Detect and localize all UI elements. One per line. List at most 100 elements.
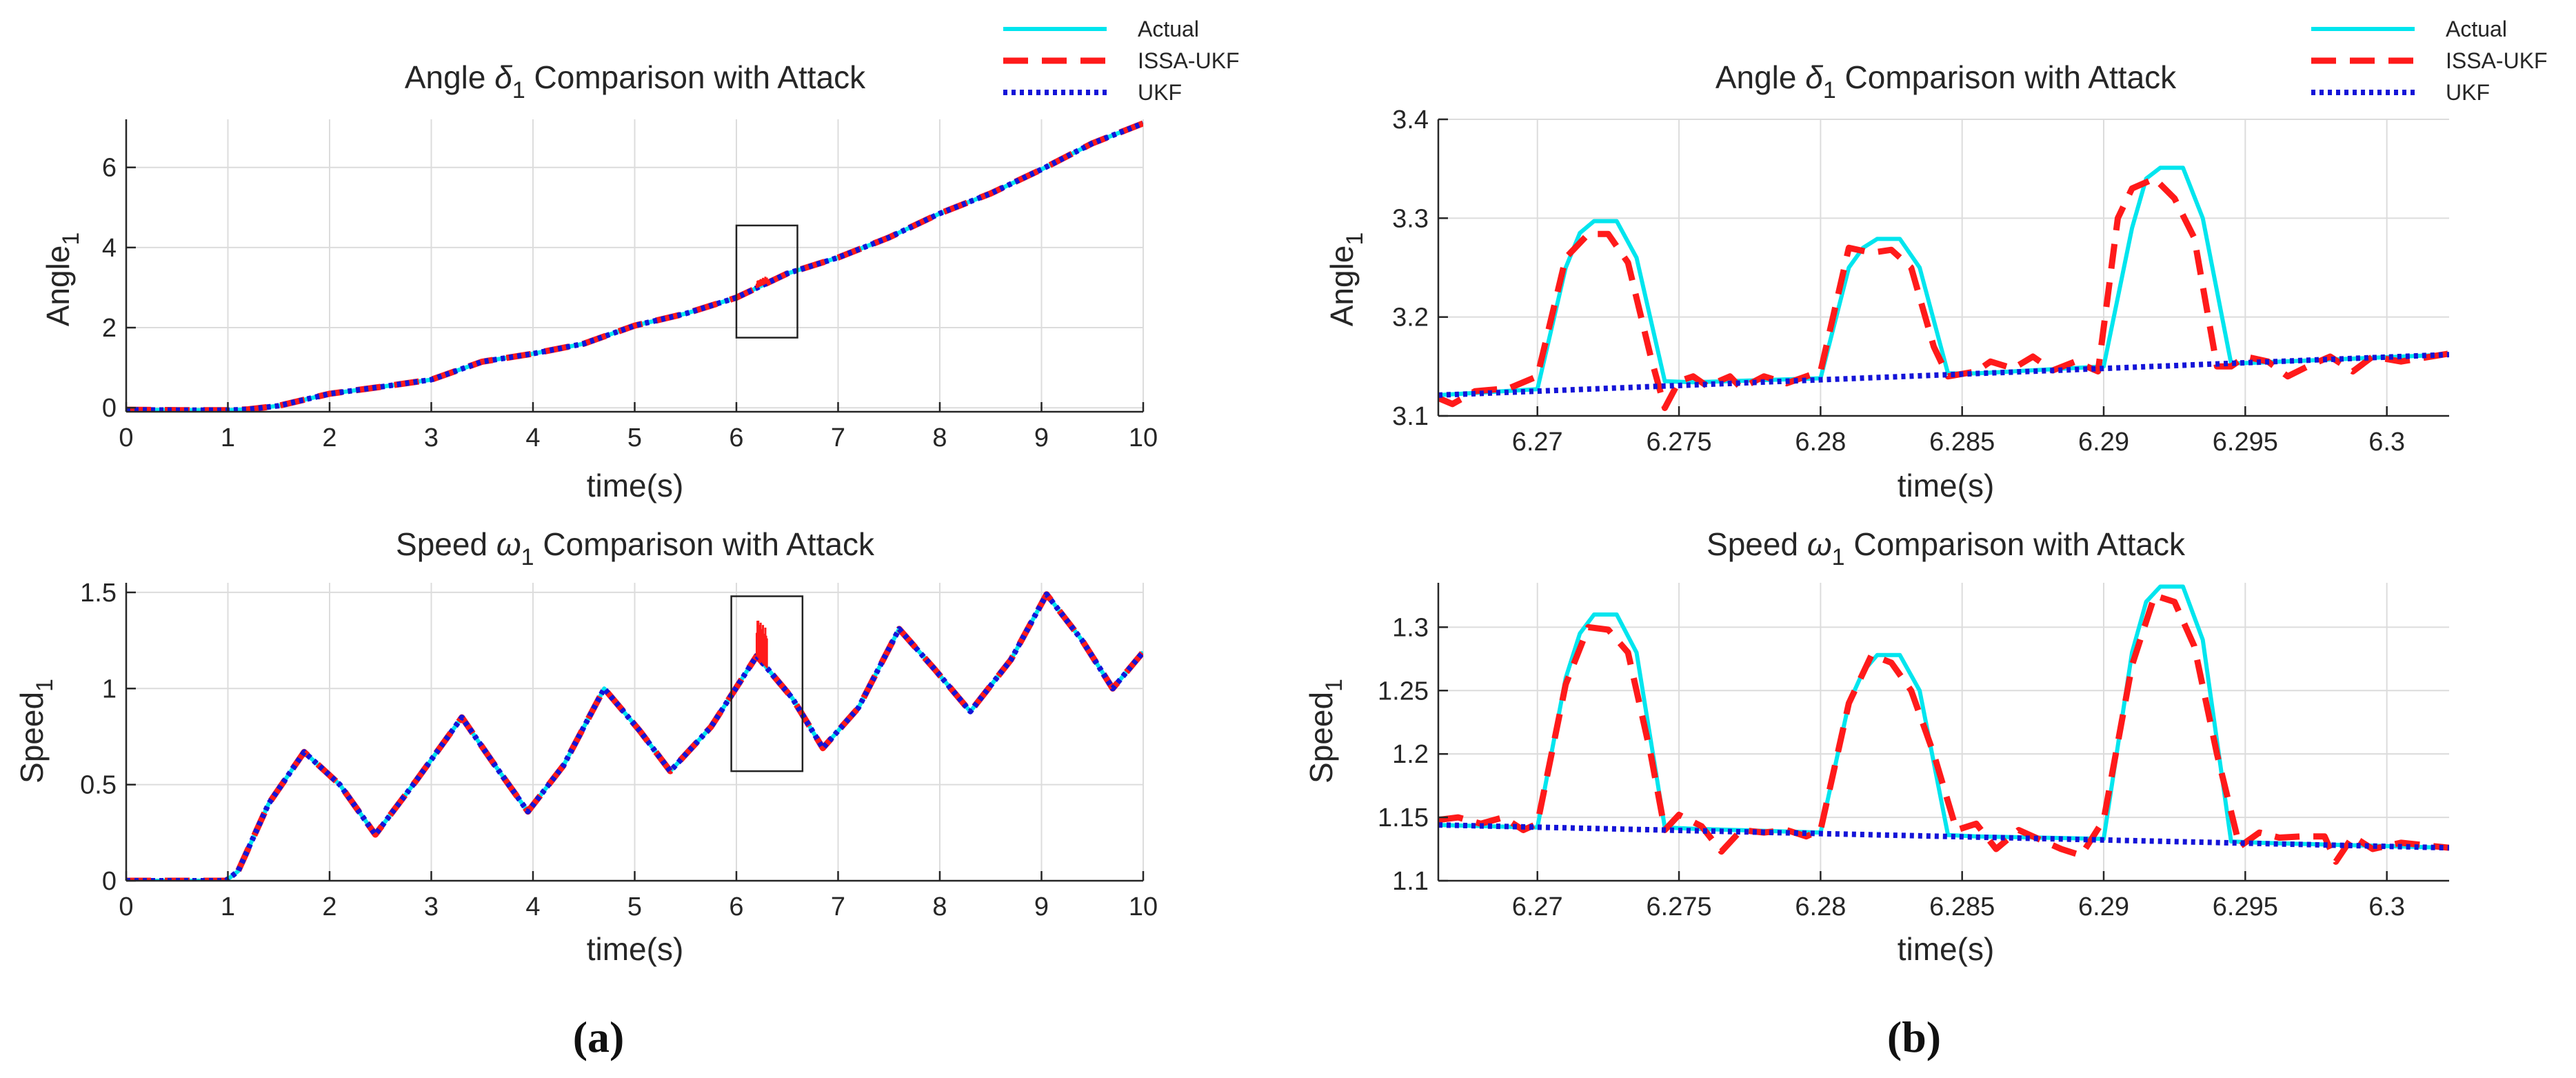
chart-title: Angle δ1 Comparison with Attack bbox=[405, 59, 866, 103]
y-tick-label: 2 bbox=[102, 314, 117, 343]
x-tick-label: 4 bbox=[525, 892, 540, 921]
x-tick-label: 6 bbox=[729, 892, 743, 921]
x-tick-label: 10 bbox=[1129, 423, 1158, 452]
title-post: Comparison with Attack bbox=[1845, 526, 2186, 562]
chart-title: Speed ω1 Comparison with Attack bbox=[1707, 526, 2186, 570]
x-tick-label: 6.28 bbox=[1795, 892, 1846, 921]
series-line-actual bbox=[1438, 166, 2449, 397]
caption-b: (b) bbox=[1887, 1012, 1941, 1061]
chart-a-angle: Angle δ1 Comparison with Attack Angle1 t… bbox=[40, 59, 1158, 503]
zoom-box bbox=[730, 595, 804, 772]
y-tick-label: 4 bbox=[102, 234, 117, 263]
x-tick-label: 2 bbox=[322, 892, 336, 921]
ylabel-text: Speed bbox=[14, 692, 50, 783]
x-tick-label: 10 bbox=[1129, 892, 1158, 921]
x-tick-label: 4 bbox=[525, 423, 540, 452]
x-axis-label: time(s) bbox=[587, 468, 684, 503]
x-tick-label: 6.285 bbox=[1929, 428, 1995, 457]
chart-a-speed: Speed ω1 Comparison with Attack Speed1 t… bbox=[14, 526, 1158, 967]
y-tick-label: 1.5 bbox=[80, 579, 117, 608]
y-tick-label: 1.15 bbox=[1378, 803, 1429, 832]
x-axis-label: time(s) bbox=[587, 931, 684, 967]
title-pre: Angle bbox=[405, 59, 494, 95]
x-tick-label: 8 bbox=[932, 423, 947, 452]
x-tick-label: 6.285 bbox=[1929, 892, 1995, 921]
title-symbol: ω bbox=[496, 526, 521, 562]
x-tick-label: 6.3 bbox=[2368, 892, 2405, 921]
legend-b: Actual ISSA-UKF UKF bbox=[2311, 17, 2548, 105]
x-tick-label: 1 bbox=[221, 423, 235, 452]
x-tick-label: 6.27 bbox=[1512, 892, 1563, 921]
series-line-issaukf bbox=[1438, 592, 2449, 865]
ylabel-text: Speed bbox=[1303, 692, 1339, 783]
title-post: Comparison with Attack bbox=[525, 59, 866, 95]
x-tick-label: 5 bbox=[627, 423, 642, 452]
title-pre: Angle bbox=[1715, 59, 1805, 95]
series-line-ukf bbox=[126, 121, 1143, 412]
legend-label: Actual bbox=[1138, 17, 1199, 41]
x-tick-label: 6.3 bbox=[2368, 428, 2405, 457]
title-subscript: 1 bbox=[512, 77, 525, 103]
y-tick-label: 1.3 bbox=[1392, 613, 1429, 642]
x-tick-label: 6.29 bbox=[2078, 428, 2129, 457]
plot-series-group bbox=[126, 120, 1143, 412]
ylabel-subscript: 1 bbox=[58, 232, 84, 246]
x-tick-label: 6.295 bbox=[2213, 892, 2278, 921]
title-post: Comparison with Attack bbox=[1836, 59, 2177, 95]
plot-series-group bbox=[1438, 584, 2449, 865]
x-tick-label: 6.275 bbox=[1647, 428, 1712, 457]
y-tick-label: 3.3 bbox=[1392, 204, 1429, 233]
series-line-actual bbox=[1438, 584, 2449, 850]
x-tick-label: 3 bbox=[424, 423, 439, 452]
chart-title: Angle δ1 Comparison with Attack bbox=[1715, 59, 2177, 103]
title-symbol: δ bbox=[1805, 59, 1823, 95]
x-tick-label: 6.29 bbox=[2078, 892, 2129, 921]
y-axis-label: Speed1 bbox=[1303, 679, 1347, 783]
chart-b-speed: Speed ω1 Comparison with Attack Speed1 t… bbox=[1303, 526, 2449, 967]
series-line-issaukf bbox=[1438, 175, 2449, 411]
y-tick-label: 0.5 bbox=[80, 771, 117, 800]
ylabel-subscript: 1 bbox=[1342, 232, 1368, 246]
legend-label: UKF bbox=[1138, 80, 1182, 105]
y-tick-label: 1 bbox=[102, 675, 117, 703]
chart-b-angle: Angle δ1 Comparison with Attack Angle1 t… bbox=[1324, 59, 2449, 503]
y-axis-label: Speed1 bbox=[14, 679, 58, 783]
y-tick-label: 1.25 bbox=[1378, 677, 1429, 706]
y-tick-label: 3.2 bbox=[1392, 303, 1429, 332]
y-tick-label: 3.4 bbox=[1392, 106, 1429, 134]
y-axis-label: Angle1 bbox=[1324, 232, 1368, 327]
x-tick-label: 0 bbox=[119, 892, 133, 921]
series-line-ukf bbox=[1438, 822, 2449, 851]
title-subscript: 1 bbox=[521, 544, 534, 570]
legend-label: Actual bbox=[2446, 17, 2507, 41]
x-tick-label: 7 bbox=[831, 423, 845, 452]
title-symbol: δ bbox=[494, 59, 512, 95]
ylabel-text: Angle bbox=[1324, 246, 1360, 327]
legend-a: Actual ISSA-UKF UKF bbox=[1003, 17, 1240, 105]
x-tick-label: 5 bbox=[627, 892, 642, 921]
title-pre: Speed bbox=[396, 526, 496, 562]
title-subscript: 1 bbox=[1823, 77, 1836, 103]
x-tick-label: 6.275 bbox=[1647, 892, 1712, 921]
legend-label: ISSA-UKF bbox=[1138, 48, 1240, 73]
x-tick-label: 2 bbox=[322, 423, 336, 452]
y-tick-label: 0 bbox=[102, 394, 117, 423]
y-tick-label: 0 bbox=[102, 867, 117, 896]
ylabel-subscript: 1 bbox=[32, 679, 58, 692]
y-tick-label: 1.1 bbox=[1392, 867, 1429, 896]
title-post: Comparison with Attack bbox=[534, 526, 875, 562]
ylabel-text: Angle bbox=[40, 246, 76, 327]
legend-label: ISSA-UKF bbox=[2446, 48, 2548, 73]
x-tick-label: 8 bbox=[932, 892, 947, 921]
plot-series-group bbox=[126, 591, 1143, 881]
y-axis-label: Angle1 bbox=[40, 232, 84, 327]
y-tick-label: 1.2 bbox=[1392, 740, 1429, 769]
series-line-ukf bbox=[1438, 352, 2449, 398]
y-tick-label: 6 bbox=[102, 154, 117, 183]
caption-a: (a) bbox=[573, 1012, 625, 1061]
title-subscript: 1 bbox=[1832, 544, 1845, 570]
chart-title: Speed ω1 Comparison with Attack bbox=[396, 526, 875, 570]
x-tick-label: 6 bbox=[729, 423, 743, 452]
x-tick-label: 1 bbox=[221, 892, 235, 921]
